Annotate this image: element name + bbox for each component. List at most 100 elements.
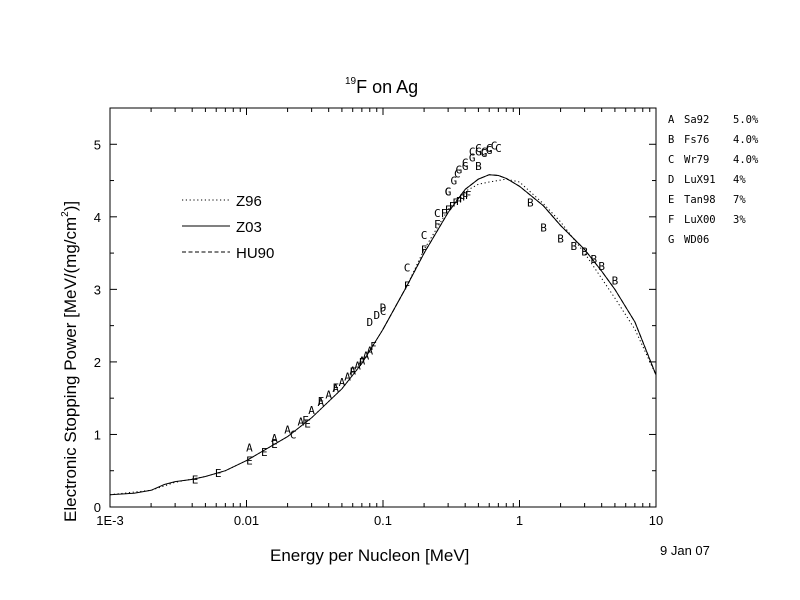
marker-f: F xyxy=(449,200,456,213)
marker-a: A xyxy=(332,382,339,395)
marker-a: A xyxy=(363,349,370,362)
marker-b: B xyxy=(598,260,605,273)
y-tick-label: 1 xyxy=(94,427,101,442)
marker-b: B xyxy=(540,222,547,235)
reference-name: Sa92 xyxy=(684,114,710,126)
marker-c: C xyxy=(404,262,411,275)
marker-d: D xyxy=(366,316,373,329)
curves xyxy=(109,174,657,496)
marker-c: C xyxy=(491,140,498,153)
reference-error: 4.0% xyxy=(733,134,759,146)
marker-a: A xyxy=(271,432,278,445)
marker-d: D xyxy=(373,309,380,322)
reference-item: E Tan98 7% xyxy=(668,190,758,210)
axis-tick-labels: 1E-3 0.01 0.1 1 10 0 1 2 3 4 5 xyxy=(94,137,663,528)
marker-g: G xyxy=(486,144,493,157)
reference-item: G WD06 xyxy=(668,230,758,250)
marker-a: A xyxy=(349,365,356,378)
marker-b: B xyxy=(581,246,588,259)
reference-error: 7% xyxy=(733,194,746,206)
marker-e: E xyxy=(271,438,278,451)
marker-f: F xyxy=(404,280,411,293)
marker-c: C xyxy=(486,142,493,155)
marker-a: A xyxy=(366,344,373,357)
marker-b: B xyxy=(475,160,482,173)
marker-f: F xyxy=(421,244,428,257)
y-tick-label: 2 xyxy=(94,355,101,370)
marker-a: A xyxy=(359,355,366,368)
date-stamp: 9 Jan 07 xyxy=(660,543,710,558)
reference-item: B Fs76 4.0% xyxy=(668,130,758,150)
marker-g: G xyxy=(445,185,452,198)
reference-item: F LuX00 3% xyxy=(668,210,758,230)
reference-error: 4% xyxy=(733,174,746,186)
reference-name: Fs76 xyxy=(684,134,710,146)
reference-name: LuX91 xyxy=(684,174,716,186)
marker-b: B xyxy=(590,253,597,266)
marker-a: A xyxy=(284,423,291,436)
marker-a: A xyxy=(317,396,324,409)
marker-g: G xyxy=(481,147,488,160)
marker-e: E xyxy=(192,473,199,486)
reference-name: WD06 xyxy=(684,234,710,246)
marker-f: F xyxy=(459,193,466,206)
reference-name: LuX00 xyxy=(684,214,716,226)
reference-letter: G xyxy=(668,234,675,246)
y-tick-label: 0 xyxy=(94,500,101,515)
x-tick-label: 10 xyxy=(649,513,663,528)
x-tick-label: 0.1 xyxy=(374,513,392,528)
reference-letter: F xyxy=(668,214,675,226)
reference-letter: A xyxy=(668,114,675,126)
marker-f: F xyxy=(317,395,324,408)
legend-label-z03: Z03 xyxy=(236,219,262,236)
marker-f: F xyxy=(445,204,452,217)
marker-f: F xyxy=(441,207,448,220)
x-tick-label: 1E-3 xyxy=(96,513,123,528)
marker-c: C xyxy=(454,167,461,180)
y-tick-label: 5 xyxy=(94,137,101,152)
reference-error: 3% xyxy=(733,214,746,226)
y-tick-label: 3 xyxy=(94,282,101,297)
x-tick-label: 1 xyxy=(516,513,523,528)
y-axis-label: Electronic Stopping Power [MeV/(mg/cm2)] xyxy=(60,200,80,522)
marker-g: G xyxy=(450,175,457,188)
chart-title: 19F on Ag xyxy=(345,76,419,97)
marker-e: E xyxy=(215,467,222,480)
curve-hu90 xyxy=(382,174,657,376)
reference-letter: B xyxy=(668,134,675,146)
marker-g: G xyxy=(475,146,482,159)
marker-g: G xyxy=(462,160,469,173)
reference-list: A Sa92 5.0% B Fs76 4.0% C Wr79 4.0% D LuX91 4% E Tan9… xyxy=(668,110,758,250)
marker-e: E xyxy=(246,455,253,468)
marker-b: B xyxy=(557,233,564,246)
marker-b: B xyxy=(527,196,534,209)
marker-c: C xyxy=(495,142,502,155)
marker-f: F xyxy=(370,340,377,353)
marker-f: F xyxy=(452,196,459,209)
marker-g: G xyxy=(469,151,476,164)
legend-label-z96: Z96 xyxy=(236,193,262,210)
marker-c: C xyxy=(475,142,482,155)
marker-f: F xyxy=(332,381,339,394)
marker-d: D xyxy=(380,302,387,315)
x-axis-label: Energy per Nucleon [MeV] xyxy=(270,546,470,565)
marker-b: B xyxy=(612,275,619,288)
marker-a: A xyxy=(354,360,361,373)
marker-c: C xyxy=(469,146,476,159)
marker-e: E xyxy=(261,446,268,459)
marker-f: F xyxy=(465,189,472,202)
legend-label-hu90: HU90 xyxy=(236,245,274,262)
marker-g: G xyxy=(456,164,463,177)
marker-a: A xyxy=(297,415,304,428)
reference-item: A Sa92 5.0% xyxy=(668,110,758,130)
marker-c: C xyxy=(434,207,441,220)
axis-ticks xyxy=(109,108,657,508)
marker-e: E xyxy=(304,418,311,431)
y-tick-label: 4 xyxy=(94,210,101,225)
reference-item: C Wr79 4.0% xyxy=(668,150,758,170)
marker-f: F xyxy=(462,191,469,204)
marker-c: C xyxy=(380,305,387,318)
reference-error: 4.0% xyxy=(733,154,759,166)
